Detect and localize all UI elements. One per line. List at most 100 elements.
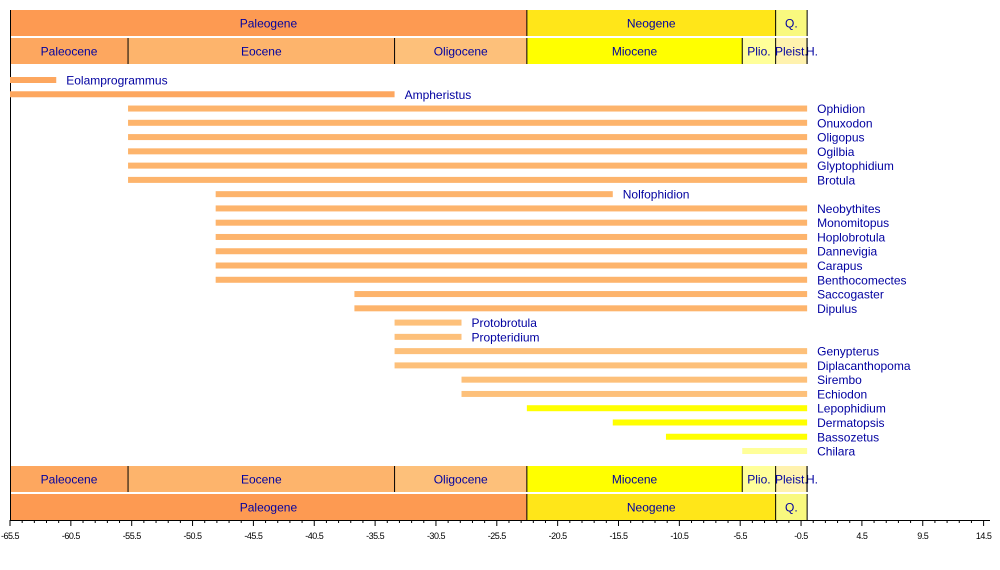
epoch-label: Miocene bbox=[612, 473, 658, 487]
epoch-label: Eocene bbox=[241, 473, 282, 487]
taxon-range-bar bbox=[215, 276, 808, 283]
x-tick-label: -50.5 bbox=[184, 531, 203, 541]
taxon-range-bar bbox=[461, 376, 808, 383]
taxon-range-bar bbox=[354, 305, 808, 312]
taxon-range-bar bbox=[128, 176, 808, 183]
taxon-range-bar bbox=[394, 348, 808, 355]
x-tick-label: -30.5 bbox=[427, 531, 446, 541]
epoch-band bbox=[128, 466, 395, 492]
taxon-label: Onuxodon bbox=[817, 116, 872, 130]
taxon-label: Hoplobrotula bbox=[817, 230, 885, 244]
taxon-range-bar bbox=[215, 219, 808, 226]
epoch-band bbox=[394, 38, 527, 64]
taxon-range-bar bbox=[612, 419, 808, 426]
epoch-label: Pleist. bbox=[775, 473, 808, 487]
taxon-label: Eolamprogrammus bbox=[66, 74, 167, 88]
taxon-label: Brotula bbox=[817, 173, 855, 187]
x-tick-label: -65.5 bbox=[1, 531, 20, 541]
taxon-label: Dannevigia bbox=[817, 245, 877, 259]
period-label: Neogene bbox=[627, 17, 676, 31]
epoch-label: Paleocene bbox=[41, 45, 98, 59]
period-label: Neogene bbox=[627, 501, 676, 515]
period-label: Q. bbox=[785, 501, 798, 515]
epoch-label: Miocene bbox=[612, 45, 658, 59]
period-band bbox=[775, 494, 808, 520]
taxon-range-bar bbox=[394, 362, 808, 369]
x-tick-label: -45.5 bbox=[244, 531, 263, 541]
x-tick-label: -40.5 bbox=[305, 531, 324, 541]
x-tick-label: -20.5 bbox=[549, 531, 568, 541]
taxon-range-bar bbox=[215, 205, 808, 212]
x-tick-label: -55.5 bbox=[123, 531, 142, 541]
epoch-band bbox=[10, 38, 129, 64]
epoch-label: H. bbox=[806, 473, 818, 487]
taxon-range-bar bbox=[354, 291, 808, 298]
taxon-label: Dermatopsis bbox=[817, 416, 884, 430]
x-tick-label: -35.5 bbox=[366, 531, 385, 541]
period-label: Paleogene bbox=[240, 17, 298, 31]
taxon-label: Ophidion bbox=[817, 102, 865, 116]
period-band bbox=[10, 10, 527, 36]
epoch-label: Paleocene bbox=[41, 473, 98, 487]
taxon-range-bar bbox=[215, 233, 808, 240]
taxon-range-bar bbox=[128, 148, 808, 155]
x-tick-label: 9.5 bbox=[917, 531, 929, 541]
taxon-range-bar bbox=[526, 405, 808, 412]
epoch-label: Oligocene bbox=[434, 473, 488, 487]
epoch-band bbox=[775, 38, 807, 64]
taxon-label: Chilara bbox=[817, 445, 855, 459]
period-band bbox=[10, 494, 527, 520]
epoch-label: H. bbox=[806, 45, 818, 59]
taxon-label: Glyptophidium bbox=[817, 159, 894, 173]
epoch-band bbox=[10, 466, 129, 492]
taxon-label: Neobythites bbox=[817, 202, 880, 216]
epoch-band bbox=[394, 466, 527, 492]
taxon-label: Saccogaster bbox=[817, 288, 884, 302]
period-label: Paleogene bbox=[240, 501, 298, 515]
taxon-label: Oligopus bbox=[817, 131, 864, 145]
taxon-label: Dipulus bbox=[817, 302, 857, 316]
taxon-label: Ampheristus bbox=[405, 88, 472, 102]
taxon-label: Nolfophidion bbox=[623, 188, 690, 202]
taxon-label: Diplacanthopoma bbox=[817, 359, 911, 373]
x-tick-label: -0.5 bbox=[794, 531, 808, 541]
period-label: Q. bbox=[785, 17, 798, 31]
taxon-range-bar bbox=[665, 433, 808, 440]
taxon-range-bar bbox=[461, 390, 808, 397]
taxon-range-bar bbox=[394, 333, 462, 340]
epoch-label: Plio. bbox=[747, 473, 770, 487]
taxon-label: Monomitopus bbox=[817, 216, 889, 230]
x-tick-label: -5.5 bbox=[733, 531, 747, 541]
taxon-label: Benthocomectes bbox=[817, 273, 906, 287]
taxon-range-bar bbox=[128, 119, 808, 126]
taxon-range-bar bbox=[128, 162, 808, 169]
epoch-band bbox=[742, 466, 776, 492]
x-tick-label: -60.5 bbox=[62, 531, 81, 541]
epoch-label: Oligocene bbox=[434, 45, 488, 59]
epoch-band bbox=[742, 38, 776, 64]
taxon-label: Bassozetus bbox=[817, 430, 879, 444]
period-band bbox=[775, 10, 808, 36]
epoch-band bbox=[128, 38, 395, 64]
x-tick-label: -25.5 bbox=[488, 531, 507, 541]
x-tick-label: 4.5 bbox=[856, 531, 868, 541]
epoch-label: Plio. bbox=[747, 45, 770, 59]
taxon-range-bar bbox=[215, 248, 808, 255]
x-tick-label: 14.5 bbox=[976, 531, 992, 541]
epoch-band bbox=[775, 466, 807, 492]
taxon-label: Propteridium bbox=[472, 330, 540, 344]
taxon-range-bar bbox=[10, 77, 57, 83]
taxon-label: Ogilbia bbox=[817, 145, 855, 159]
taxon-range-bar bbox=[215, 191, 613, 198]
taxon-label: Lepophidium bbox=[817, 402, 886, 416]
taxon-label: Genypterus bbox=[817, 345, 879, 359]
taxon-label: Carapus bbox=[817, 259, 862, 273]
epoch-band bbox=[526, 466, 743, 492]
taxon-label: Protobrotula bbox=[472, 316, 538, 330]
taxon-range-bar bbox=[394, 319, 462, 326]
taxon-range-bar bbox=[742, 448, 808, 455]
x-tick-label: -15.5 bbox=[609, 531, 628, 541]
epoch-band bbox=[526, 38, 743, 64]
taxon-label: Echiodon bbox=[817, 387, 867, 401]
